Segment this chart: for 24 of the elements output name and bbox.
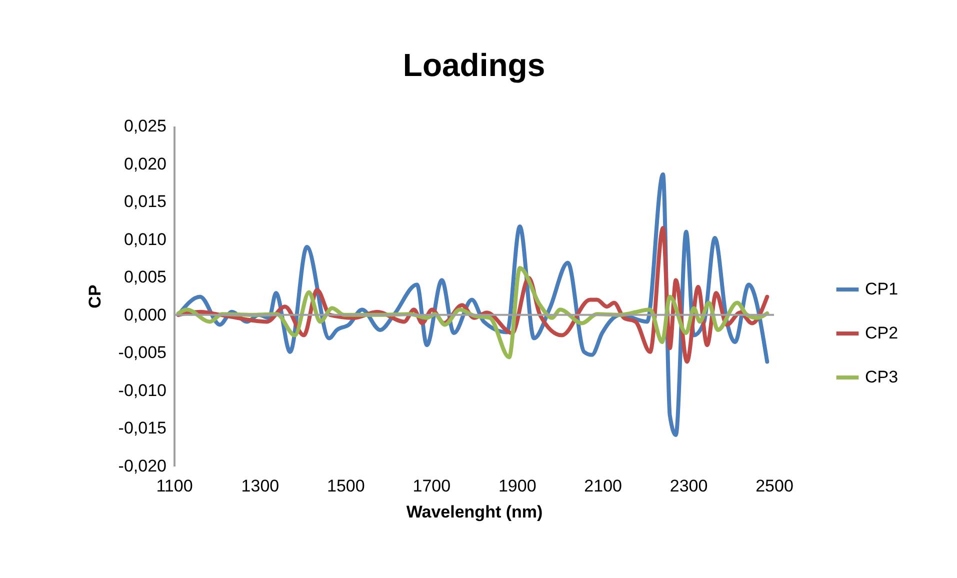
y-tick-label: -0,005 (118, 343, 166, 362)
y-tick-label: 0,000 (124, 305, 166, 324)
x-tick-label: 1900 (498, 476, 536, 496)
x-tick-label: 1500 (327, 476, 365, 496)
legend-label: CP3 (865, 368, 898, 386)
y-tick-label: 0,010 (124, 230, 166, 249)
chart-title: Loadings (402, 47, 546, 83)
y-tick-label: -0,015 (118, 418, 166, 438)
x-tick-label: 1100 (156, 476, 193, 496)
y-axis-title: CP (85, 284, 104, 308)
y-tick-label: 0,015 (124, 192, 166, 212)
y-tick-label: 0,025 (124, 116, 166, 136)
legend-label: CP2 (865, 324, 898, 342)
x-tick-label: 2100 (584, 476, 622, 496)
x-tick-label: 2500 (756, 476, 794, 496)
y-tick-label: 0,005 (124, 268, 166, 287)
legend-label: CP1 (865, 280, 898, 298)
y-tick-label: -0,010 (118, 380, 166, 400)
x-tick-label: 1300 (241, 476, 280, 496)
x-tick-label: 1700 (412, 476, 451, 496)
x-axis-title: Wavelenght (nm) (406, 502, 543, 522)
x-tick-label: 2300 (670, 476, 708, 496)
y-tick-label: 0,020 (124, 154, 166, 174)
y-tick-label: -0,020 (118, 456, 166, 476)
